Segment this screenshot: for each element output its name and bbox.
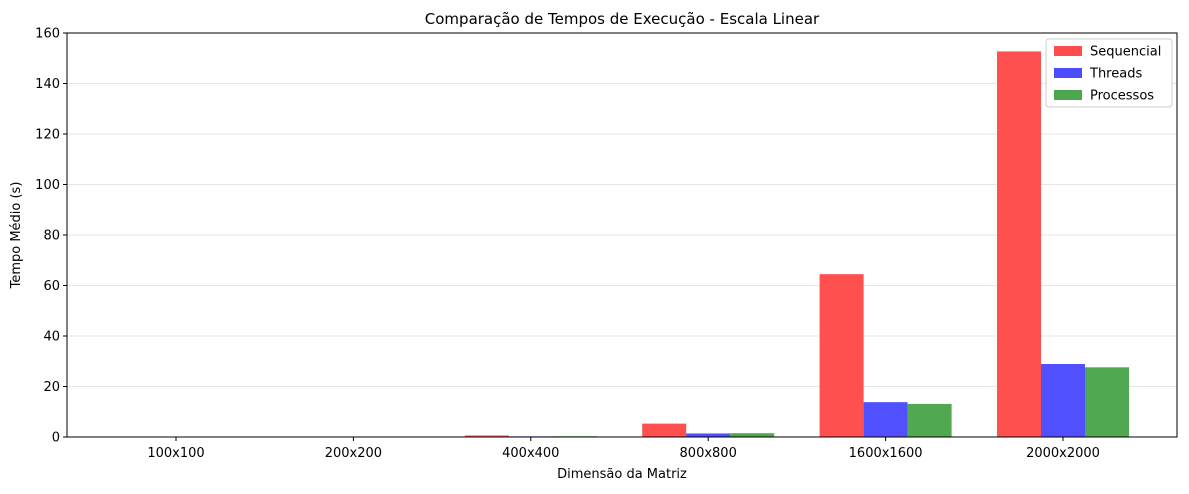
bars-layer [110, 51, 1129, 437]
y-axis-label: Tempo Médio (s) [9, 182, 24, 290]
legend-swatch [1054, 46, 1082, 56]
bar [908, 404, 952, 437]
y-tick-label: 0 [52, 431, 60, 446]
bar [686, 433, 730, 437]
x-tick-label: 1600x1600 [849, 446, 923, 461]
legend-label: Threads [1089, 67, 1142, 82]
y-tick-label: 160 [35, 27, 60, 42]
bar [820, 274, 864, 437]
bar [730, 433, 774, 437]
y-tick-label: 40 [43, 330, 60, 345]
bar [642, 424, 686, 437]
x-tick-label: 100x100 [147, 446, 204, 461]
legend-label: Sequencial [1090, 45, 1161, 60]
bar [997, 51, 1041, 437]
y-axis: 0 20 40 60 80 100 120 140 160 [35, 27, 67, 446]
chart-title: Comparação de Tempos de Execução - Escal… [425, 10, 820, 28]
y-tick-label: 80 [43, 229, 60, 244]
x-axis: 100x100 200x200 400x400 800x800 1600x1600 200… [147, 437, 1100, 461]
y-tick-label: 100 [35, 178, 60, 193]
legend-swatch [1054, 90, 1082, 100]
x-tick-label: 2000x2000 [1026, 446, 1100, 461]
bar [1085, 367, 1129, 437]
x-tick-label: 800x800 [680, 446, 737, 461]
legend-label: Processos [1090, 89, 1154, 104]
y-tick-label: 120 [35, 128, 60, 143]
bar [864, 402, 908, 437]
x-tick-label: 400x400 [502, 446, 559, 461]
x-axis-label: Dimensão da Matriz [557, 467, 687, 482]
y-tick-label: 140 [35, 77, 60, 92]
bar [1041, 364, 1085, 437]
legend-swatch [1054, 68, 1082, 78]
y-tick-label: 60 [43, 279, 60, 294]
x-tick-label: 200x200 [325, 446, 382, 461]
legend: Sequencial Threads Processos [1046, 39, 1172, 107]
y-tick-label: 20 [43, 380, 60, 395]
